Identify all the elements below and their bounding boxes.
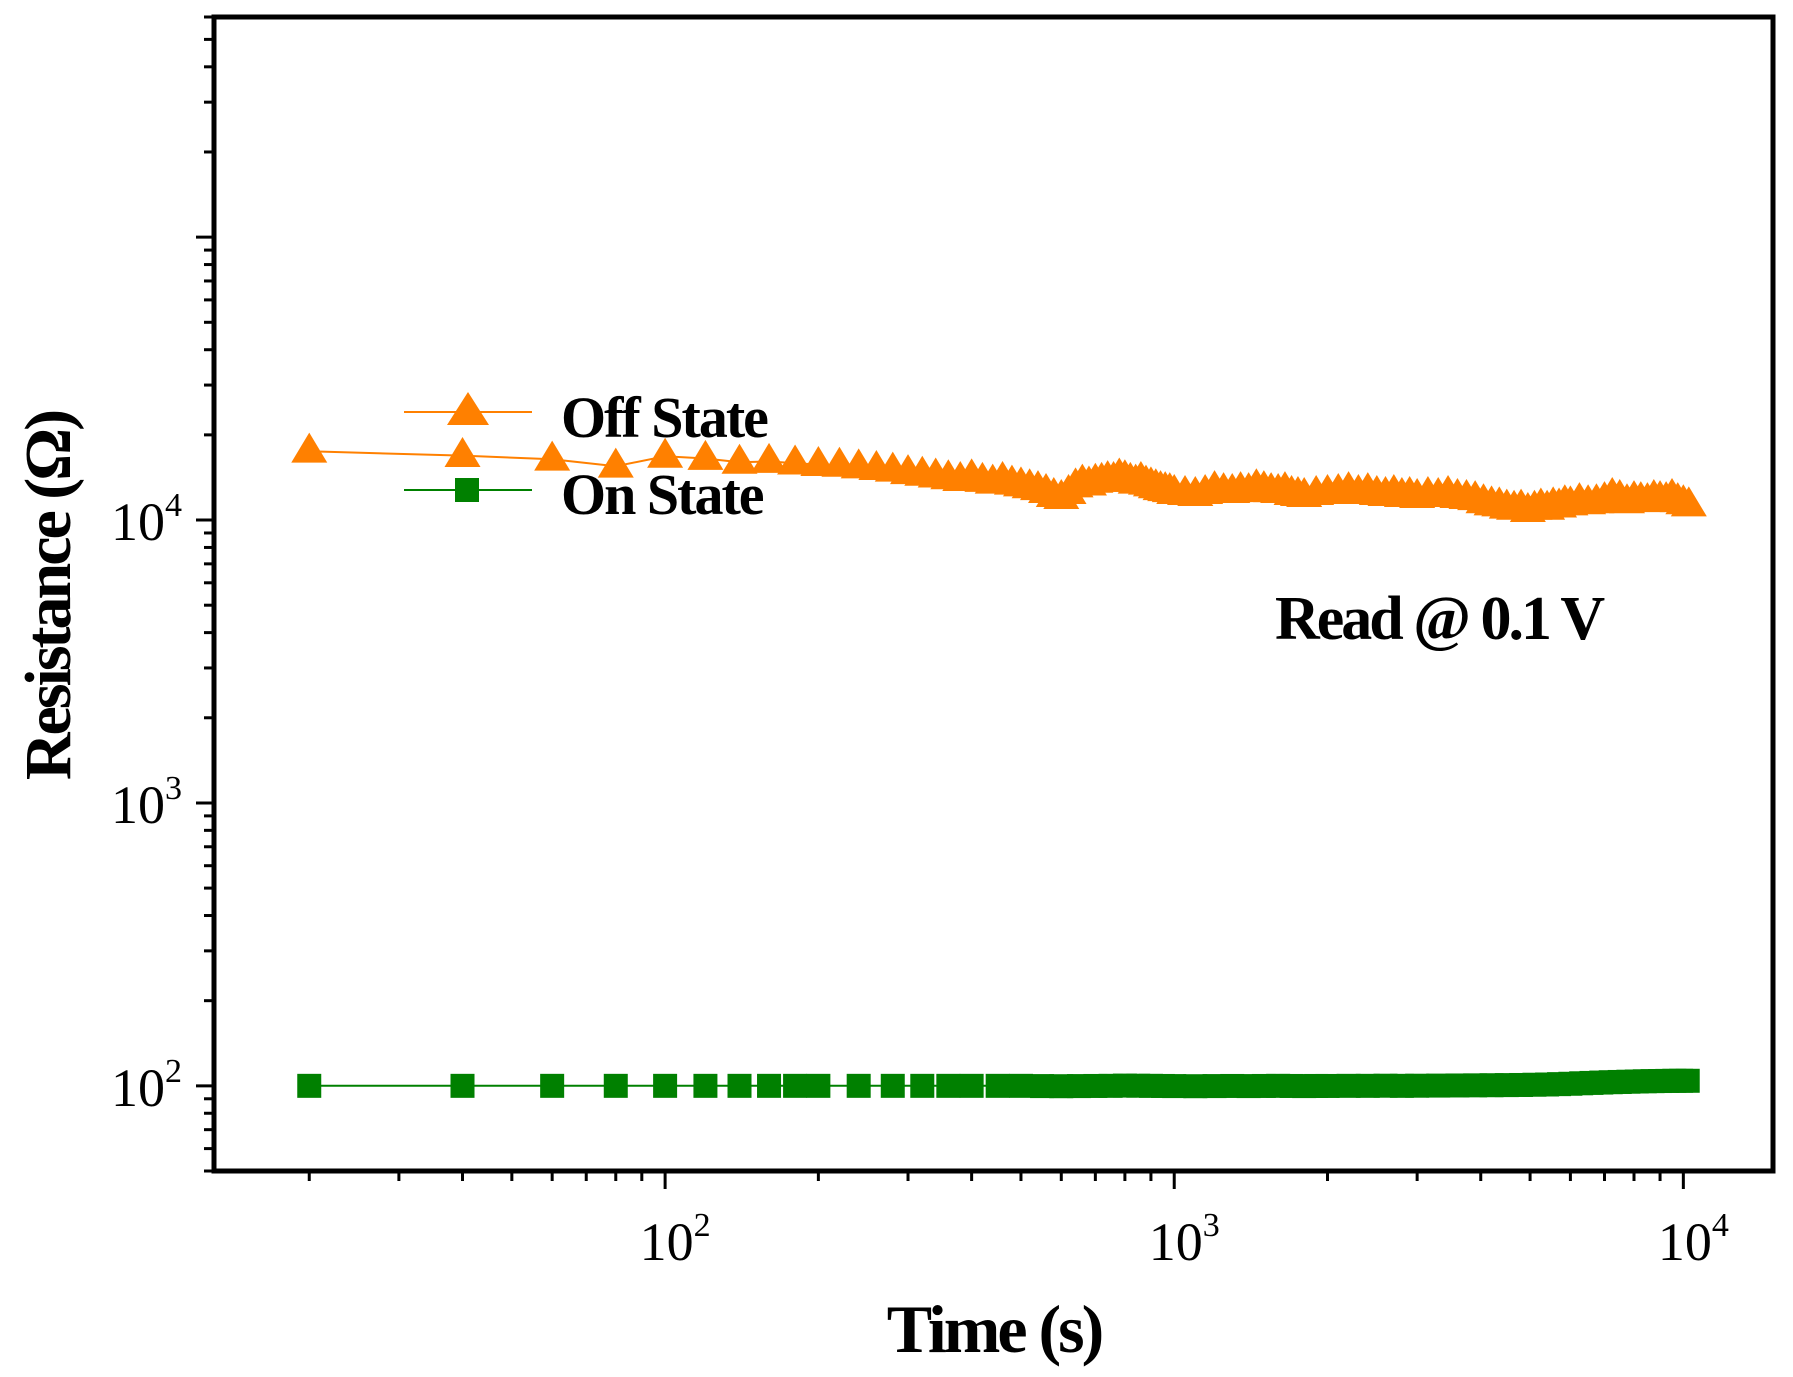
legend-marker-off-state (447, 392, 489, 425)
legend-marker-on-state (455, 478, 479, 502)
point-off-state (687, 439, 724, 470)
x-tick-label: 104 (1658, 1207, 1729, 1272)
point-on-state (1008, 1073, 1033, 1098)
point-on-state (1675, 1068, 1700, 1093)
point-on-state (653, 1073, 678, 1098)
point-on-state (936, 1073, 961, 1098)
point-off-state (751, 442, 788, 473)
point-on-state (1162, 1074, 1187, 1099)
point-on-state (806, 1073, 831, 1098)
point-on-state (450, 1073, 475, 1098)
x-tick-label: 103 (1149, 1207, 1220, 1272)
read-voltage-annotation: Read @ 0.1 V (1275, 585, 1605, 653)
point-on-state (910, 1073, 935, 1098)
x-axis-label: Time (s) (887, 1291, 1102, 1367)
point-off-state (444, 436, 481, 467)
series-off-state (291, 432, 1707, 522)
legend-label-on-state: On State (561, 462, 764, 527)
point-on-state (846, 1073, 871, 1098)
x-tick-label: 102 (640, 1207, 711, 1272)
point-off-state (721, 443, 758, 474)
point-on-state (959, 1073, 984, 1098)
point-on-state (727, 1073, 752, 1098)
point-on-state (540, 1073, 565, 1098)
point-on-state (1405, 1073, 1430, 1098)
y-axis-tick-marks (196, 15, 214, 1173)
legend: Off State On State (404, 385, 770, 527)
point-on-state (757, 1073, 782, 1098)
legend-label-off-state: Off State (561, 385, 768, 450)
legend-entry-off-state: Off State (404, 385, 770, 450)
y-axis-tick-labels: 102 103 104 (111, 487, 182, 1118)
point-off-state (534, 440, 571, 471)
point-on-state (297, 1073, 322, 1098)
y-tick-label: 104 (111, 487, 182, 552)
point-off-state (291, 432, 328, 463)
point-on-state (985, 1073, 1010, 1098)
point-off-state (1670, 486, 1707, 517)
series-on-state (297, 1068, 1700, 1099)
plot-series (291, 432, 1707, 1099)
point-on-state (603, 1073, 628, 1098)
legend-entry-on-state: On State (404, 462, 766, 527)
y-tick-label: 102 (111, 1053, 182, 1118)
x-axis-tick-marks (307, 1171, 1685, 1189)
y-tick-label: 103 (111, 770, 182, 835)
point-on-state (783, 1073, 808, 1098)
x-axis-tick-labels: 102 103 104 (640, 1207, 1729, 1272)
y-axis-label: Resistance (Ω) (12, 411, 85, 780)
point-off-state (647, 437, 684, 468)
point-off-state (777, 444, 814, 475)
plot-frame (211, 14, 1776, 1174)
point-on-state (880, 1073, 905, 1098)
point-on-state (1315, 1073, 1340, 1098)
point-on-state (693, 1073, 718, 1098)
point-off-state (597, 447, 634, 478)
